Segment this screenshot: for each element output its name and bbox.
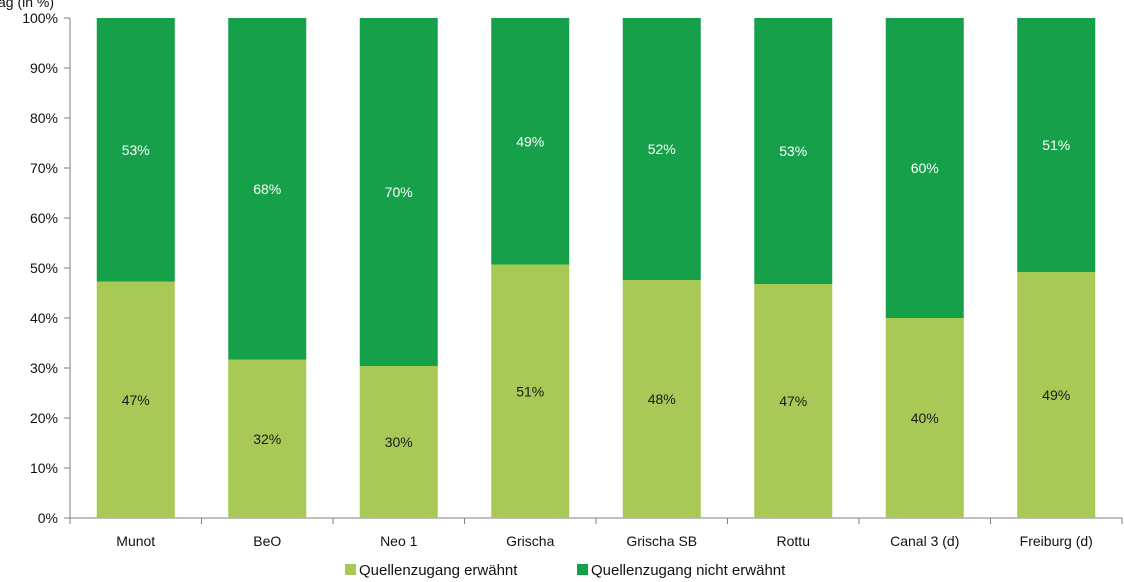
chart-title-fragment: ag (in %) <box>0 0 54 10</box>
x-category-label: BeO <box>253 533 281 549</box>
data-label: 32% <box>253 431 281 447</box>
bars: 47% 53% 32% 68% 30% 70% 51% 49% 48% 52% 47% 53% 40% 6… <box>96 18 1096 518</box>
x-axis: Munot BeO Neo 1 Grischa Grischa SB Rottu Canal… <box>69 517 1123 549</box>
bar-segment <box>1017 18 1096 272</box>
x-category-label: Grischa <box>506 533 554 549</box>
y-tick-label: 100% <box>22 10 58 26</box>
y-tick-label: 70% <box>30 160 58 176</box>
data-label: 49% <box>1042 387 1070 403</box>
legend-swatch <box>345 564 356 575</box>
y-tick-label: 20% <box>30 410 58 426</box>
bar-segment <box>754 284 833 518</box>
data-label: 47% <box>122 392 150 408</box>
bar-segment <box>359 366 438 518</box>
bar-segment <box>96 281 175 518</box>
x-category-label: Munot <box>116 533 155 549</box>
legend-label: Quellenzugang erwähnt <box>359 562 518 579</box>
y-tick-label: 80% <box>30 110 58 126</box>
x-category-label: Rottu <box>777 533 810 549</box>
bar-segment <box>754 18 833 284</box>
y-axis: 0% 10% 20% 30% 40% 50% 60% 70% 80% 90% 100% <box>22 10 71 526</box>
data-label: 48% <box>648 391 676 407</box>
data-label: 49% <box>516 133 544 149</box>
data-label: 53% <box>779 143 807 159</box>
data-label: 40% <box>911 410 939 426</box>
x-category-label: Freiburg (d) <box>1020 533 1093 549</box>
y-tick-label: 40% <box>30 310 58 326</box>
bar-segment <box>491 264 570 518</box>
x-category-label: Grischa SB <box>626 533 697 549</box>
y-tick-label: 60% <box>30 210 58 226</box>
data-label: 52% <box>648 141 676 157</box>
y-tick-label: 30% <box>30 360 58 376</box>
bar-segment <box>622 280 701 518</box>
x-category-label: Canal 3 (d) <box>890 533 959 549</box>
y-tick-label: 90% <box>30 60 58 76</box>
bar-segment <box>885 318 964 518</box>
data-label: 68% <box>253 181 281 197</box>
y-tick-label: 10% <box>30 460 58 476</box>
y-tick-label: 0% <box>38 510 58 526</box>
data-label: 53% <box>122 142 150 158</box>
x-category-label: Neo 1 <box>380 533 418 549</box>
bar-segment <box>359 18 438 366</box>
bar-segment <box>491 18 570 265</box>
data-label: 60% <box>911 160 939 176</box>
bar-segment <box>885 18 964 318</box>
data-label: 70% <box>385 184 413 200</box>
y-tick-label: 50% <box>30 260 58 276</box>
data-label: 51% <box>516 383 544 399</box>
legend-swatch <box>577 564 588 575</box>
legend: Quellenzugang erwähnt Quellenzugang nicht… <box>345 562 786 579</box>
data-label: 30% <box>385 434 413 450</box>
legend-label: Quellenzugang nicht erwähnt <box>591 562 786 579</box>
bar-segment <box>622 18 701 280</box>
bar-segment <box>228 18 307 360</box>
data-label: 51% <box>1042 137 1070 153</box>
bar-segment <box>1017 272 1096 518</box>
bar-segment <box>228 359 307 518</box>
bar-segment <box>96 18 175 282</box>
data-label: 47% <box>779 393 807 409</box>
